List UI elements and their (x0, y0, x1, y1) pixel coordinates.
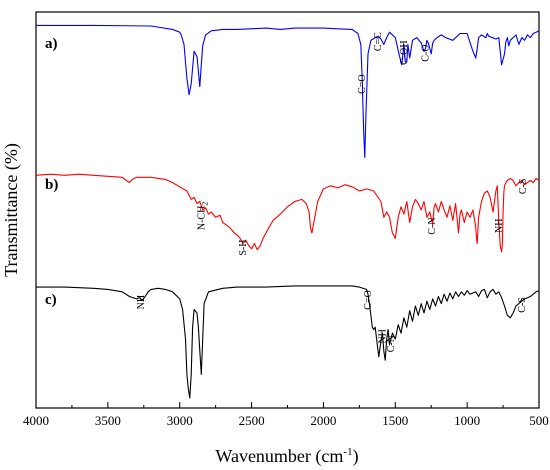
series-line (36, 24, 540, 158)
peak-label: NH (136, 295, 147, 309)
x-tick-label: 1000 (454, 413, 480, 428)
x-tick-label: 1500 (382, 413, 408, 428)
peak-label-subscript: 2 (200, 202, 209, 206)
peak-label: N-CH2 (196, 202, 209, 230)
peak-label: C=C (373, 32, 384, 51)
x-axis-title-sup: -1 (343, 446, 352, 458)
series-label: b) (45, 177, 58, 193)
x-tick-label: 2500 (239, 413, 265, 428)
x-tick-label: 3000 (167, 413, 193, 428)
peak-label: C-S (518, 179, 529, 195)
peak-label: C=O (363, 290, 374, 310)
peak-label: S-H (238, 240, 249, 256)
x-tick-label: 4000 (23, 413, 49, 428)
peak-label: NH (494, 219, 505, 233)
spectra (35, 24, 540, 399)
x-tick-label: 3500 (95, 413, 121, 428)
series-line (35, 173, 540, 253)
peak-label: C-N (427, 217, 438, 234)
x-axis-ticks: 4000 3500 3000 2500 2000 1500 1000 500 (23, 402, 549, 428)
y-axis-title: Transmittance (%) (1, 143, 22, 277)
plot-frame (35, 11, 540, 409)
series-labels: a) b) c) (45, 36, 58, 308)
x-tick-label: 2000 (310, 413, 336, 428)
series-label: a) (45, 36, 58, 52)
peak-label: C=O (357, 74, 368, 94)
peak-label: C-O (421, 45, 432, 62)
series-label: c) (45, 292, 57, 308)
x-axis-title-base: Wavenumber (cm (215, 446, 343, 467)
series-line (36, 285, 540, 399)
peak-label: C-OH (399, 40, 410, 64)
peak-label: C-S (517, 297, 528, 313)
x-tick-label: 500 (529, 413, 549, 428)
peak-label: C-N (386, 335, 397, 352)
x-axis-title-close: ) (353, 446, 359, 467)
x-axis-title: Wavenumber (cm-1) (215, 446, 358, 467)
peak-label: NH (377, 329, 388, 343)
